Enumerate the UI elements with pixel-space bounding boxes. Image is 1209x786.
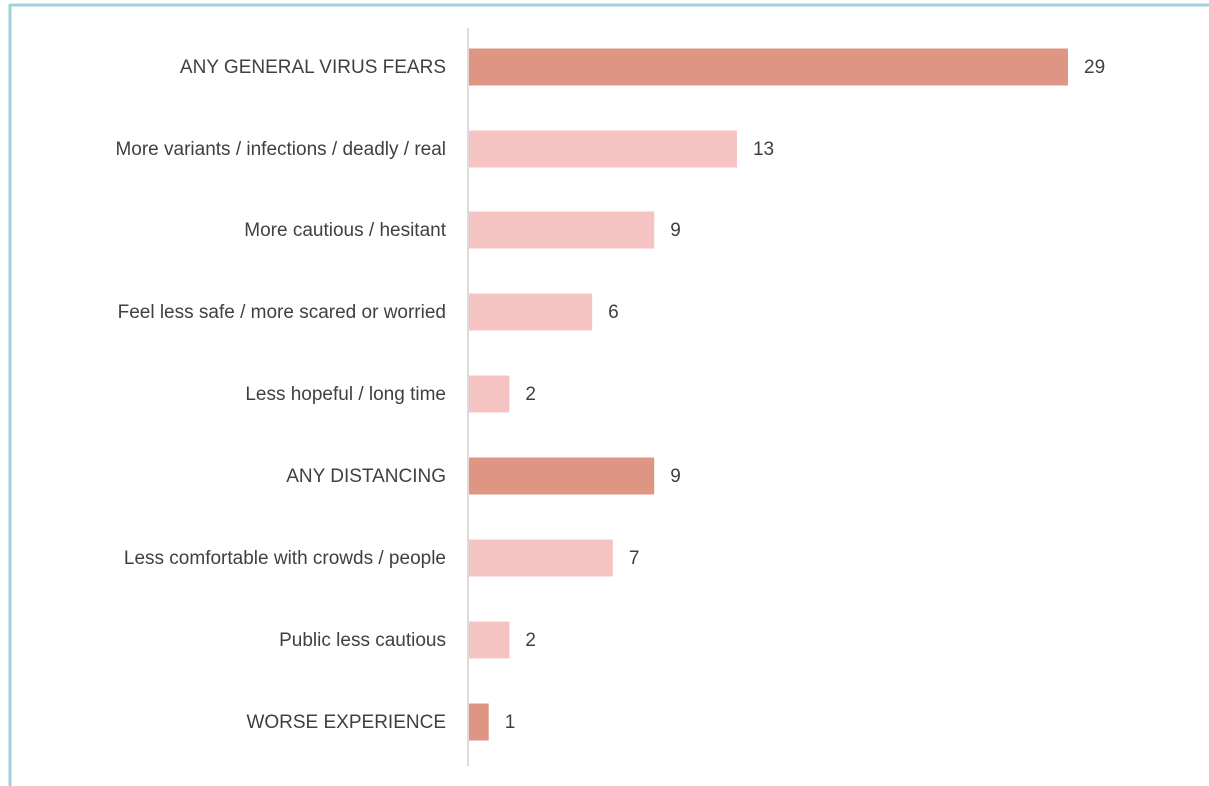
bar <box>469 703 489 741</box>
category-label: ANY DISTANCING <box>286 466 446 487</box>
category-label: Public less cautious <box>279 630 446 651</box>
value-label: 13 <box>753 139 774 160</box>
value-label: 29 <box>1084 57 1105 78</box>
category-label: Feel less safe / more scared or worried <box>118 302 446 323</box>
value-label: 1 <box>505 712 516 733</box>
bar <box>469 130 737 168</box>
category-label: More cautious / hesitant <box>244 220 446 241</box>
value-label: 9 <box>670 466 681 487</box>
category-label: WORSE EXPERIENCE <box>246 712 446 733</box>
bar <box>469 457 655 495</box>
bar <box>469 539 613 577</box>
category-label: Less comfortable with crowds / people <box>124 548 446 569</box>
bar <box>469 621 510 659</box>
value-label: 6 <box>608 302 619 323</box>
value-label: 2 <box>525 384 536 405</box>
bar <box>469 293 593 331</box>
value-label: 2 <box>525 630 536 651</box>
bar <box>469 48 1068 86</box>
value-label: 9 <box>670 220 681 241</box>
category-label: ANY GENERAL VIRUS FEARS <box>180 57 446 78</box>
category-label: More variants / infections / deadly / re… <box>115 139 446 160</box>
bar <box>469 211 655 249</box>
bar <box>469 375 510 413</box>
category-label: Less hopeful / long time <box>245 384 446 405</box>
value-label: 7 <box>629 548 640 569</box>
